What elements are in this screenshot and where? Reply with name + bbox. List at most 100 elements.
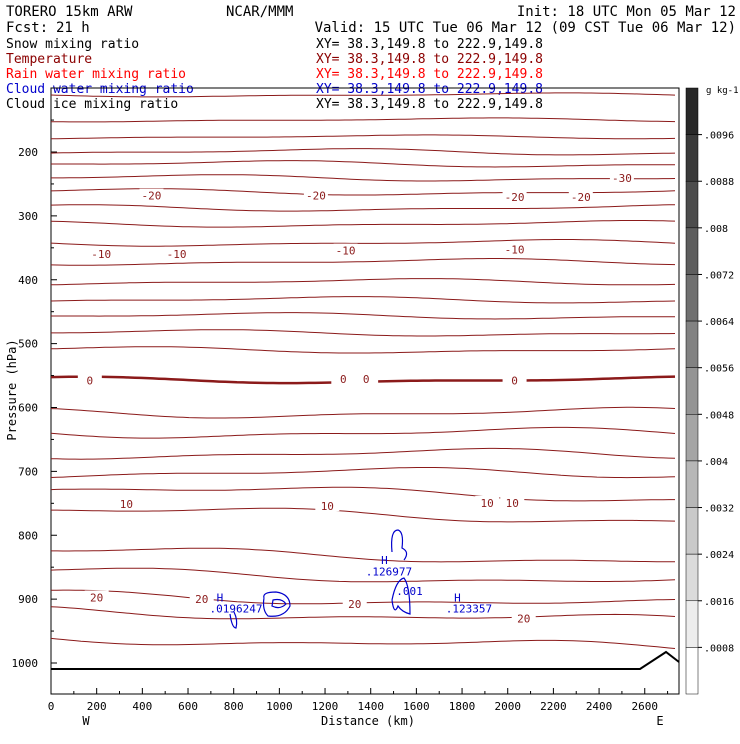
field-label: Cloud water mixing ratio — [6, 82, 194, 97]
isotherm-label: 20 — [517, 613, 530, 626]
field-xy: XY= 38.3,149.8 to 222.9,149.8 — [316, 97, 543, 112]
cloud-water-label: H — [381, 554, 388, 567]
isotherm-line — [51, 547, 675, 563]
colorbar-tick-label: .004 — [704, 457, 728, 468]
isotherm-line — [50, 296, 676, 304]
isotherm-label: -10 — [336, 245, 356, 258]
colorbar-segment — [685, 460, 699, 508]
isotherm-label: -20 — [505, 191, 525, 204]
isotherm-line — [51, 312, 675, 320]
field-xy: XY= 38.3,149.8 to 222.9,149.8 — [316, 37, 543, 52]
colorbar-segment — [685, 134, 699, 182]
contour-labels: -30 -20 -20 -20 -20 -10 -10 -10 -10 0 0 0 0 10 10 10 10 2… — [77, 170, 634, 626]
x-tick-label: 0 — [48, 700, 55, 713]
colorbar-segment — [685, 414, 699, 462]
colorbar-tick-label: .008 — [704, 224, 728, 235]
isotherm-line — [50, 239, 676, 247]
west-label: W — [82, 714, 90, 728]
label-knockout — [511, 611, 536, 624]
fcst-value: 21 h — [56, 20, 90, 36]
label-knockout — [331, 372, 356, 385]
label-knockout — [315, 499, 340, 512]
isotherm-label: 10 — [120, 498, 133, 511]
field-xy: XY= 38.3,149.8 to 222.9,149.8 — [316, 82, 543, 97]
isotherm-line — [51, 160, 675, 168]
isotherm-line — [50, 92, 676, 98]
colorbar-segment — [685, 180, 699, 229]
label-knockout — [502, 189, 527, 202]
x-axis-label: Distance (km) — [321, 714, 415, 728]
label-knockout — [333, 243, 358, 256]
model-title: TORERO 15km ARW — [6, 4, 133, 20]
x-tick-label: 1200 — [312, 700, 339, 713]
colorbar-segment — [685, 87, 699, 135]
label-knockout — [89, 246, 114, 259]
y-tick-label: 700 — [18, 465, 38, 478]
label-knockout — [502, 242, 527, 255]
cloud-water-label: H — [454, 591, 461, 604]
colorbar-tick-label: .0064 — [704, 317, 734, 328]
isotherm-label: 20 — [90, 591, 103, 604]
x-tick-label: 600 — [178, 700, 198, 713]
y-tick-label: 400 — [18, 274, 38, 287]
axes: 0 200 400 600 800 1000 1200 1400 1600 1800 2000 220… — [12, 119, 669, 713]
terrain-line — [51, 650, 680, 670]
isotherm-label: 20 — [195, 593, 208, 606]
colorbar-units: g kg-1 — [706, 86, 739, 96]
colorbar-segment — [685, 274, 699, 322]
label-knockout — [84, 590, 109, 603]
isotherm-label: -30 — [612, 172, 632, 185]
isotherm-label: -20 — [142, 190, 162, 203]
y-tick-label: 800 — [18, 529, 38, 542]
isotherm-line — [50, 467, 676, 479]
y-tick-label: 600 — [18, 402, 38, 415]
colorbar-tick-label: .0088 — [704, 177, 734, 188]
colorbar-tick-label: .0048 — [704, 410, 734, 421]
x-tick-label: 2000 — [494, 700, 521, 713]
isotherm-label: 0 — [363, 373, 370, 386]
x-tick-label: 2400 — [586, 700, 613, 713]
isotherm-label: 20 — [348, 598, 361, 611]
colorbar-tick-label: .0032 — [704, 504, 734, 515]
isotherm-label: 10 — [321, 500, 334, 513]
isotherm-line — [50, 447, 676, 460]
x-tick-label: 2600 — [631, 700, 658, 713]
label-knockout — [354, 372, 379, 385]
label-knockout — [475, 495, 500, 508]
x-tick-label: 1600 — [403, 700, 430, 713]
x-tick-label: 2200 — [540, 700, 567, 713]
colorbar-segment — [685, 507, 699, 555]
label-knockout — [609, 170, 634, 183]
isotherm-line — [50, 278, 676, 286]
label-knockout — [139, 188, 164, 201]
isotherm-line — [50, 406, 676, 419]
colorbar-segment — [685, 553, 699, 602]
isotherm-label: 0 — [340, 373, 347, 386]
label-knockout — [502, 373, 527, 386]
isotherm-line — [50, 148, 676, 156]
isotherm-label: -10 — [167, 248, 187, 261]
isotherm-label: -20 — [306, 190, 326, 203]
isotherm-line — [50, 486, 675, 502]
y-axis-label: Pressure (hPa) — [5, 339, 19, 440]
label-knockout — [164, 246, 189, 259]
isotherm-label: 0 — [87, 374, 94, 387]
colorbar-segment — [685, 320, 699, 368]
cloud-water-contour — [391, 577, 411, 615]
label-knockout — [77, 373, 102, 386]
y-tick-label: 300 — [18, 210, 38, 223]
field-legend: Snow mixing ratio XY= 38.3,149.8 to 222.9… — [6, 37, 543, 112]
y-tick-label: 1000 — [12, 657, 39, 670]
field-label: Snow mixing ratio — [6, 37, 139, 52]
colorbar-tick-label: .0016 — [704, 597, 734, 608]
y-tick-label: 200 — [18, 146, 38, 159]
label-knockout — [342, 596, 367, 609]
x-tick-label: 800 — [224, 700, 244, 713]
cloud-water-label: .001 — [396, 585, 423, 598]
isotherm-label: 0 — [511, 374, 518, 387]
cloud-water-contour — [262, 591, 291, 617]
cloud-water-contour — [229, 611, 238, 629]
cloud-water-label: .126977 — [366, 565, 412, 578]
